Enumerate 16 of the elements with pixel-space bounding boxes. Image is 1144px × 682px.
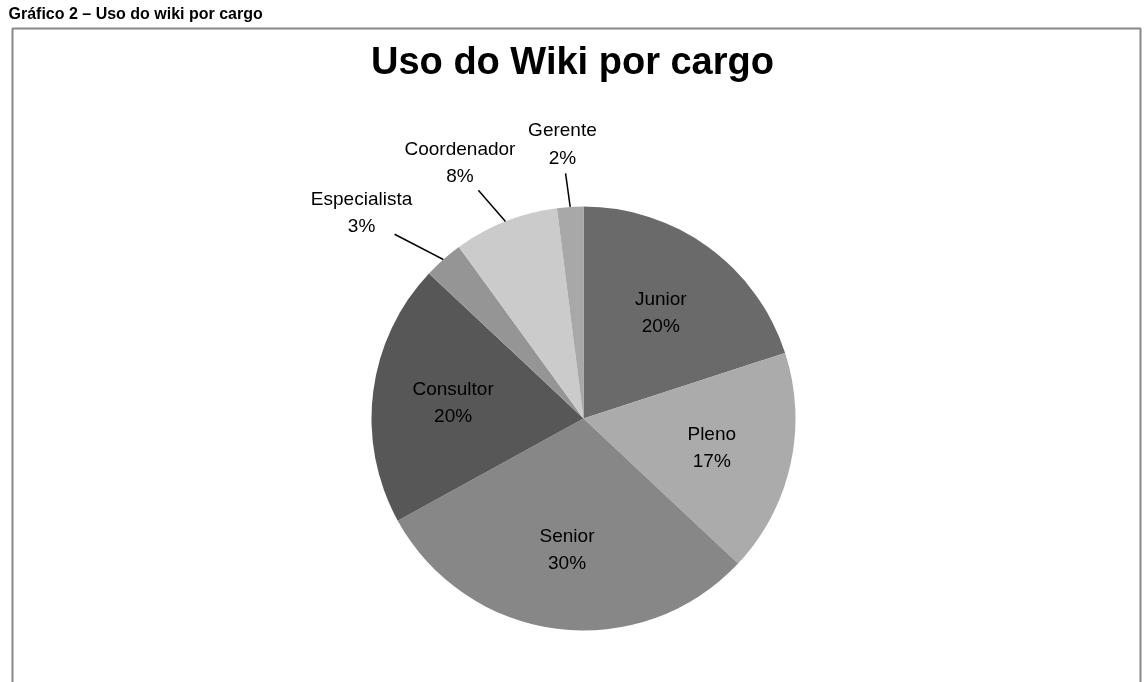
data-label: 20% [434, 405, 473, 427]
text: Gráfico 2 – Uso do wiki por cargo [8, 4, 264, 22]
slice-label: Especialista [310, 187, 413, 209]
slice-label: Consultor [412, 377, 495, 399]
data-label: 20% [641, 315, 680, 337]
slice-label: Junior [634, 288, 688, 310]
slice-label: Coordenador [404, 138, 517, 160]
data-label: 30% [548, 552, 587, 574]
data-label: 2% [548, 146, 577, 168]
slice-label: Senior [539, 524, 596, 546]
slice-label: Gerente [528, 119, 597, 141]
chart-title: Uso do Wiki por cargo [371, 39, 774, 82]
data-label: 3% [347, 214, 376, 236]
slice-label: Pleno [687, 423, 737, 445]
data-label: 8% [446, 165, 474, 187]
data-label: 17% [692, 450, 731, 472]
